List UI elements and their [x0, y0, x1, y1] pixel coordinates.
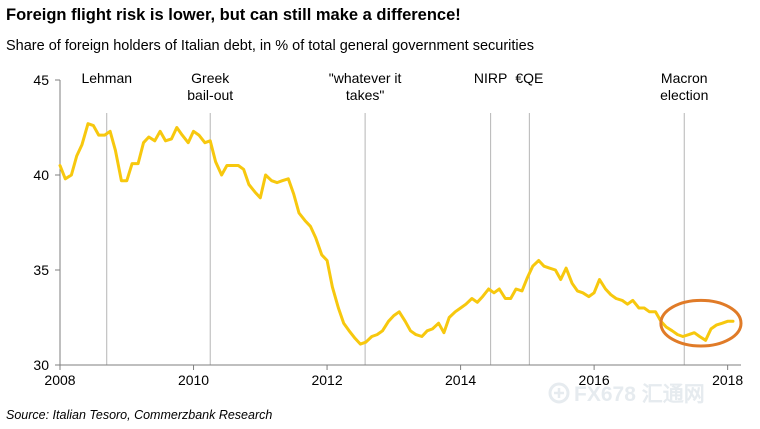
x-tick-label: 2010: [178, 372, 209, 388]
y-tick-label: 30: [33, 357, 49, 373]
source-note: Source: Italian Tesoro, Commerzbank Rese…: [6, 408, 273, 422]
annotation-label: Macron election: [660, 70, 708, 103]
watermark-text: FX678 汇通网: [574, 383, 705, 406]
x-tick-label: 2008: [44, 372, 75, 388]
y-tick-label: 45: [33, 72, 49, 88]
y-tick-label: 35: [33, 262, 49, 278]
y-tick-label: 40: [33, 167, 49, 183]
annotation-label: €QE: [515, 70, 543, 86]
x-tick-label: 2018: [712, 372, 743, 388]
annotation-label: NIRP: [474, 70, 507, 86]
x-tick-label: 2014: [445, 372, 476, 388]
chart-subtitle: Share of foreign holders of Italian debt…: [6, 38, 534, 54]
series-line: [58, 122, 735, 346]
highlight-ellipse: [659, 298, 743, 348]
watermark: FX678 汇通网: [548, 376, 753, 410]
watermark-logo-icon: [548, 382, 570, 404]
annotation-label: "whatever it takes": [329, 70, 402, 103]
x-tick-label: 2016: [579, 372, 610, 388]
x-tick-label: 2012: [311, 372, 342, 388]
annotation-label: Greek bail-out: [187, 70, 233, 103]
chart-title: Foreign flight risk is lower, but can st…: [6, 6, 461, 24]
annotation-label: Lehman: [81, 70, 132, 86]
